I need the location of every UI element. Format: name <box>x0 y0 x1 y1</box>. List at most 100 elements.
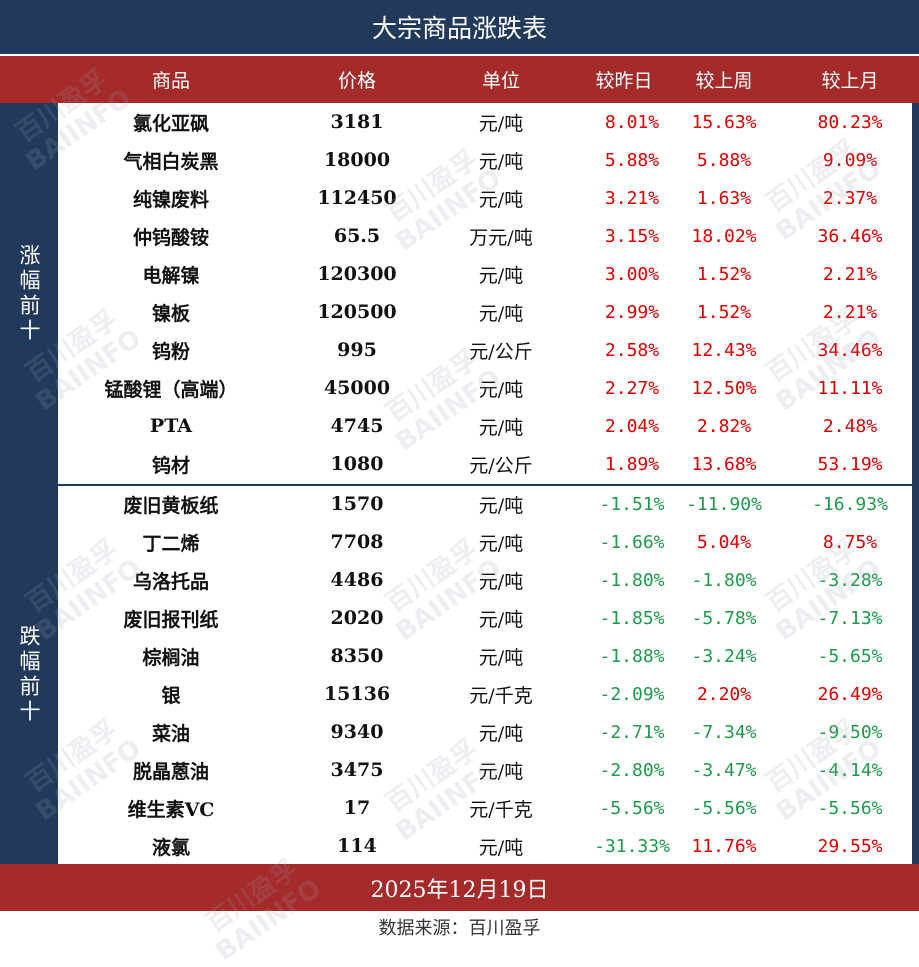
price-cell: 120300 <box>317 263 397 285</box>
month-change: 26.49% <box>817 683 883 705</box>
unit-cell: 元/千克 <box>469 798 533 821</box>
commodity-name: 废旧黄板纸 <box>123 494 219 517</box>
month-change: -7.13% <box>817 607 883 629</box>
day-change: -2.71% <box>599 721 665 743</box>
data-source: 数据来源：百川盈孚 <box>0 911 919 943</box>
week-change: 13.68% <box>691 453 757 475</box>
price-cell: 65.5 <box>333 225 381 247</box>
day-change: -1.80% <box>599 569 665 591</box>
price-cell: 112450 <box>317 187 397 209</box>
table-row: 纯镍废料 112450 元/吨 3.21% 1.63% 2.37% <box>58 179 912 217</box>
section-label-up: 涨幅前十 <box>0 103 58 484</box>
month-change: 80.23% <box>817 111 883 133</box>
price-cell: 7708 <box>330 531 384 553</box>
month-change: 2.21% <box>822 301 878 323</box>
table-row: 废旧报刊纸 2020 元/吨 -1.85% -5.78% -7.13% <box>58 599 912 637</box>
commodity-name: 钨粉 <box>151 340 190 363</box>
price-cell: 1570 <box>330 493 384 515</box>
unit-cell: 元/千克 <box>469 684 533 707</box>
unit-cell: 元/吨 <box>478 646 524 669</box>
week-change: -5.56% <box>691 797 757 819</box>
unit-cell: 元/吨 <box>478 608 524 631</box>
price-cell: 114 <box>337 835 377 857</box>
commodity-name: 锰酸锂（高端） <box>104 378 238 401</box>
month-change: 34.46% <box>817 339 883 361</box>
commodity-name: 乌洛托品 <box>132 570 209 593</box>
day-change: 3.21% <box>604 187 660 209</box>
week-change: -3.24% <box>691 645 757 667</box>
commodity-name: 脱晶蒽油 <box>132 760 209 783</box>
month-change: 29.55% <box>817 835 883 857</box>
day-change: 2.99% <box>604 301 660 323</box>
price-cell: 4486 <box>330 569 384 591</box>
table-row: 乌洛托品 4486 元/吨 -1.80% -1.80% -3.28% <box>58 561 912 599</box>
unit-cell: 元/吨 <box>478 188 524 211</box>
month-change: -5.56% <box>817 797 883 819</box>
unit-cell: 元/吨 <box>478 264 524 287</box>
unit-cell: 元/吨 <box>478 112 524 135</box>
header-month: 较上月 <box>821 70 879 92</box>
price-cell: 9340 <box>330 721 384 743</box>
day-change: -5.56% <box>599 797 665 819</box>
section-label-up-text: 涨幅前十 <box>17 243 41 344</box>
month-change: 53.19% <box>817 453 883 475</box>
table-body: 氯化亚砜 3181 元/吨 8.01% 15.63% 80.23% 气相白炭黑 18000 元/… <box>58 103 912 865</box>
price-cell: 18000 <box>323 149 391 171</box>
week-change: 12.43% <box>691 339 757 361</box>
day-change: 2.27% <box>604 377 660 399</box>
unit-cell: 元/公斤 <box>469 340 533 363</box>
price-cell: 4745 <box>330 415 384 437</box>
table-row: PTA 4745 元/吨 2.04% 2.82% 2.48% <box>58 407 912 445</box>
unit-cell: 元/吨 <box>478 302 524 325</box>
day-change: -1.66% <box>599 531 665 553</box>
table-row: 仲钨酸铵 65.5 万元/吨 3.15% 18.02% 36.46% <box>58 217 912 255</box>
price-cell: 3181 <box>330 111 384 133</box>
table-row: 锰酸锂（高端） 45000 元/吨 2.27% 12.50% 11.11% <box>58 369 912 407</box>
week-change: 11.76% <box>691 835 757 857</box>
day-change: -1.88% <box>599 645 665 667</box>
commodity-name: 仲钨酸铵 <box>132 226 209 249</box>
week-change: -1.80% <box>691 569 757 591</box>
price-cell: 45000 <box>323 377 391 399</box>
month-change: -9.50% <box>817 721 883 743</box>
day-change: 5.88% <box>604 149 660 171</box>
day-change: -31.33% <box>594 835 670 857</box>
month-change: 2.48% <box>822 415 878 437</box>
commodity-name: 氯化亚砜 <box>132 112 209 135</box>
unit-cell: 元/吨 <box>478 378 524 401</box>
table-row: 废旧黄板纸 1570 元/吨 -1.51% -11.90% -16.93% <box>58 485 912 523</box>
unit-cell: 元/吨 <box>478 150 524 173</box>
table-row: 棕榈油 8350 元/吨 -1.88% -3.24% -5.65% <box>58 637 912 675</box>
commodity-name: 丁二烯 <box>142 532 200 555</box>
commodity-name: 废旧报刊纸 <box>123 608 219 631</box>
commodity-name: 镍板 <box>151 302 190 325</box>
month-change: 36.46% <box>817 225 883 247</box>
day-change: -2.09% <box>599 683 665 705</box>
month-change: 8.75% <box>822 531 878 553</box>
commodity-name: 钨材 <box>151 454 190 477</box>
unit-cell: 元/吨 <box>478 416 524 439</box>
table-row: 氯化亚砜 3181 元/吨 8.01% 15.63% 80.23% <box>58 103 912 141</box>
table-row: 镍板 120500 元/吨 2.99% 1.52% 2.21% <box>58 293 912 331</box>
unit-cell: 元/吨 <box>478 494 524 517</box>
week-change: 18.02% <box>691 225 757 247</box>
week-change: 15.63% <box>691 111 757 133</box>
unit-cell: 元/公斤 <box>469 454 533 477</box>
commodity-name: PTA <box>149 415 193 437</box>
price-cell: 8350 <box>330 645 384 667</box>
month-change: -16.93% <box>812 493 888 515</box>
commodity-name: 纯镍废料 <box>132 188 209 211</box>
week-change: -7.34% <box>691 721 757 743</box>
unit-cell: 元/吨 <box>478 570 524 593</box>
unit-cell: 万元/吨 <box>469 226 533 249</box>
week-change: 1.52% <box>696 263 752 285</box>
header-day: 较昨日 <box>595 70 653 92</box>
unit-cell: 元/吨 <box>478 836 524 859</box>
price-cell: 1080 <box>330 453 384 475</box>
day-change: 8.01% <box>604 111 660 133</box>
week-change: -5.78% <box>691 607 757 629</box>
section-label-down-text: 跌幅前十 <box>17 625 41 725</box>
month-change: -4.14% <box>817 759 883 781</box>
day-change: -2.80% <box>599 759 665 781</box>
